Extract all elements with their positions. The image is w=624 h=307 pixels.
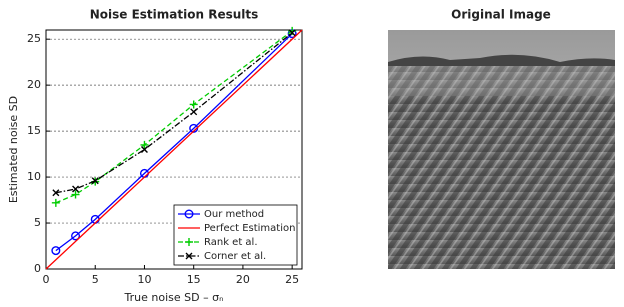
x-tick-label: 5 xyxy=(92,273,99,286)
image-title: Original Image xyxy=(451,8,551,22)
x-tick-label: 25 xyxy=(285,273,299,286)
chart-title: Noise Estimation Results xyxy=(90,8,259,22)
legend-label: Corner et al. xyxy=(204,251,266,262)
legend-label: Perfect Estimation xyxy=(204,223,295,234)
y-tick-label: 10 xyxy=(27,170,41,183)
y-tick-label: 20 xyxy=(27,78,41,91)
y-tick-label: 15 xyxy=(27,124,41,137)
x-tick-label: 10 xyxy=(137,273,151,286)
x-tick-label: 15 xyxy=(187,273,201,286)
marker xyxy=(52,199,60,207)
y-tick-label: 25 xyxy=(27,32,41,45)
legend-label: Rank et al. xyxy=(204,237,258,248)
x-axis-label: True noise SD – σₙ xyxy=(124,291,224,304)
y-tick-label: 5 xyxy=(34,216,41,229)
y-axis-label: Estimated noise SD xyxy=(7,96,20,203)
x-tick-label: 0 xyxy=(43,273,50,286)
legend-label: Our method xyxy=(204,209,264,220)
y-tick-label: 0 xyxy=(34,262,41,275)
photo xyxy=(388,30,615,269)
photo-field xyxy=(388,66,615,269)
photo-haze xyxy=(388,66,615,96)
figure: Noise Estimation Results 0 5 10 15 20 25 0 5 10 15… xyxy=(0,0,624,307)
marker xyxy=(190,100,198,108)
marker xyxy=(140,141,148,149)
marker xyxy=(191,109,197,115)
x-tick-label: 20 xyxy=(236,273,250,286)
